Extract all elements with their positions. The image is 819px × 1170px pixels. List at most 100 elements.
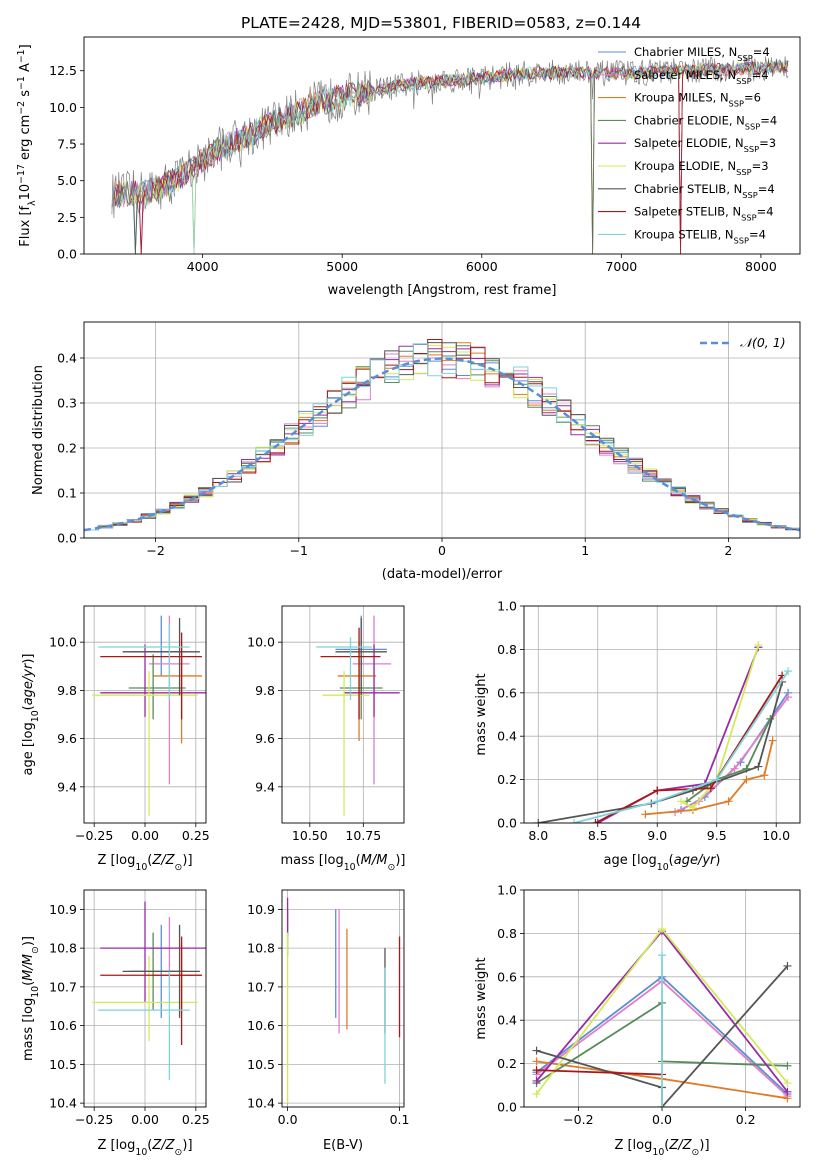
mw-z-ytick-label: 0.4 [497,1013,517,1028]
mw-age-line-chabrier_elodie [686,718,772,803]
mw-age-marker-salpeter_stelib [591,819,600,823]
mass-z-xtick-label: −0.25 [75,1112,113,1127]
age-mass-plot-area [316,615,400,816]
residual-ytick-label: 0.2 [57,441,77,456]
spectrum-legend-entry: Chabrier ELODIE, NSSP=4 [634,113,777,131]
spectrum-legend-entry: Chabrier MILES, NSSP=4 [634,45,770,63]
mw-age-frame [523,605,801,824]
mw-age-marker-kroupa_miles [760,771,769,780]
mass-z-xlabel: Z [log10(Z/Z⊙)] [97,1138,192,1158]
mass-z-ytick-label: 10.7 [49,979,77,994]
mw-z-ytick-label: 0.8 [497,926,517,941]
spectrum-xlabel: wavelength [Angstrom, rest frame] [328,283,557,298]
mw-age-line-kroupa_stelib [573,670,789,823]
mw-age-marker-kroupa_miles [768,736,777,745]
mw-z-marker-kroupa_elodie [783,1079,792,1088]
mw-age-ytick-label: 0.0 [497,816,517,831]
mass-ebv-ytick-label: 10.9 [247,902,275,917]
age-z-xlabel: Z [log10(Z/Z⊙)] [97,853,192,873]
mw-z-frame [523,889,801,1108]
mw-z-marker-kroupa_elodie [532,1089,541,1098]
mw-z-marker-kroupa_miles [532,1057,541,1066]
mw-z-ytick-label: 1.0 [497,883,517,898]
age-z-xtick-label: −0.25 [75,828,113,843]
spectrum-legend-entry: Kroupa MILES, NSSP=6 [634,91,761,109]
mw-z-marker-salpeter_stelib [532,1066,541,1075]
spectrum-ytick-label: 7.5 [57,137,77,152]
mass-z-ytick-label: 10.5 [49,1057,77,1072]
residual-xlabel: (data-model)/error [382,567,503,582]
mass-z-ytick-label: 10.4 [49,1096,77,1111]
mw-z-marker-salpeter_elodie [532,1076,541,1085]
age-mass-xtick-label: 10.75 [345,828,381,843]
spectrum-legend-entry: Salpeter MILES, NSSP=4 [634,68,769,86]
residual-plot-area [84,339,800,538]
residual-ytick-label: 0.1 [57,486,77,501]
mw-age-ytick-label: 0.8 [497,642,517,657]
mw-z-ytick-label: 0.0 [497,1100,517,1115]
spectrum-xtick-label: 7000 [605,259,637,274]
mass-z-ytick-label: 10.6 [49,1018,77,1033]
mw-age-marker-kroupa_elodie [688,803,697,812]
mass-ebv-ytick-label: 10.8 [247,941,275,956]
mw-age-line-salpeter_stelib [594,674,783,823]
mass-z-xtick-label: 0.00 [131,1112,159,1127]
mw-age-xtick-label: 9.0 [647,828,667,843]
mw-z-marker-chabrier_stelib [783,961,792,970]
mw-age-marker-salpeter_stelib [653,786,662,795]
residual-xtick-label: −2 [146,543,164,558]
spectrum-plot-area [111,55,789,254]
age-z-ytick-label: 9.6 [57,731,77,746]
mw-age-line-kroupa_elodie [680,644,760,809]
age-z-ytick-label: 10.0 [49,635,77,650]
mw-z-xtick-label: 0.2 [736,1112,756,1127]
mass-ebv-xlabel: E(B-V) [323,1138,363,1153]
mw-age-marker-kroupa_miles [742,775,751,784]
mass-ebv-ytick-label: 10.5 [247,1057,275,1072]
mw-z-ytick-label: 0.2 [497,1056,517,1071]
mw-z-ylabel: mass weight [474,957,489,1039]
mass-ebv-ytick-label: 10.7 [247,979,275,994]
age-z-frame [83,605,207,824]
mw-z-xlabel: Z [log10(Z/Z⊙)] [614,1138,709,1158]
spectrum-ytick-label: 0.0 [57,247,77,262]
residual-xtick-label: 2 [724,543,732,558]
mw-age-marker-salpeter_elodie [593,819,602,823]
age-mass-frame [281,605,405,824]
age-z-xtick-label: 0.00 [131,828,159,843]
mw-age-marker-salpeter_miles [784,693,793,702]
mw-age-marker-salpeter_stelib [706,784,715,793]
mw-age-xtick-label: 10.0 [762,828,790,843]
mw-age-marker-kroupa_elodie [677,797,686,806]
spectrum-ytick-label: 5.0 [57,173,77,188]
residual-xtick-label: 0 [438,543,446,558]
age-mass-ytick-label: 9.4 [255,779,275,794]
mass-ebv-xtick-label: 0.0 [278,1112,298,1127]
residual-xtick-label: 1 [581,543,589,558]
mass-z-frame [83,889,207,1108]
age-mass-xtick-label: 10.50 [292,828,328,843]
mass-z-plot-area [92,901,206,1080]
mw-age-ylabel: mass weight [474,673,489,755]
residual-ytick-label: 0.0 [57,531,77,546]
spectrum-legend-entry: Salpeter ELODIE, NSSP=3 [634,136,776,154]
mass-z-xtick-label: 0.25 [182,1112,210,1127]
spectrum-frame [83,36,801,255]
residual-hist-kroupa_stelib [84,343,800,538]
mw-z-marker-kroupa_stelib [658,951,666,960]
spectrum-legend-entry: Salpeter STELIB, NSSP=4 [634,205,774,223]
mw-age-xtick-label: 8.0 [528,828,548,843]
residual-ytick-label: 0.4 [57,351,77,366]
mw-age-marker-kroupa_elodie [754,641,763,650]
age-mass-xlabel: mass [log10(M/M⊙)] [281,853,406,873]
mw-age-plot-area [534,641,793,823]
residual-xtick-label: −1 [290,543,308,558]
mass-ebv-frame [281,889,405,1108]
figure-title: PLATE=2428, MJD=53801, FIBERID=0583, z=0… [241,14,641,32]
mw-age-marker-kroupa_stelib [712,775,721,784]
mw-z-marker-salpeter_elodie [783,1087,792,1096]
spectrum-ylabel: Flux [fλ10−17 erg cm−2 s−1 A−1] [16,44,38,246]
mw-age-xlabel: age [log10(age/yr) [604,853,721,873]
mw-age-ytick-label: 0.4 [497,729,517,744]
age-z-plot-area [92,615,206,816]
